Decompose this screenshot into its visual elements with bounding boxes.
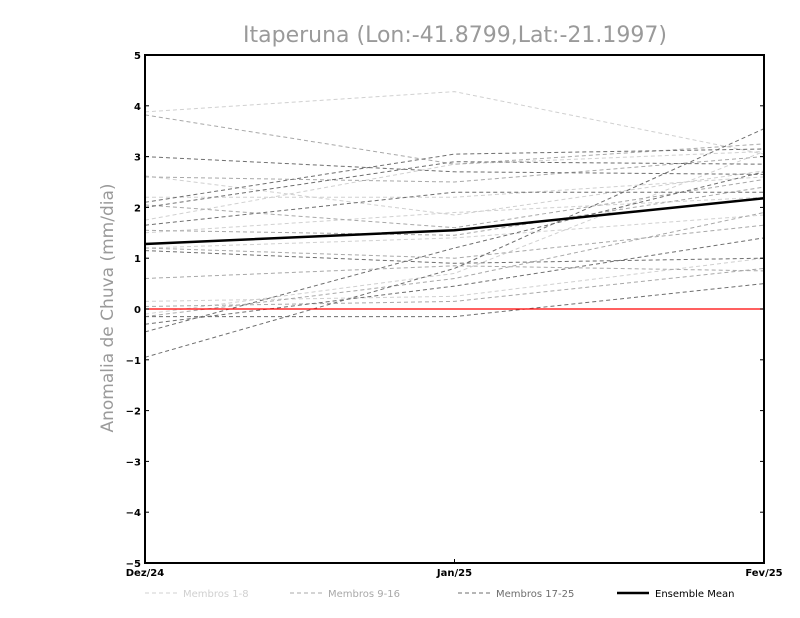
series-line-group2-member5 (144, 265, 765, 279)
y-tick-label: 2 (134, 203, 141, 214)
series-line-group3-member1 (144, 156, 765, 175)
series-line-group2-member6 (144, 212, 765, 318)
series-line-group1-member6 (144, 257, 765, 302)
series-line-group3-member9 (144, 161, 765, 208)
series-line-group3-member4 (144, 250, 765, 264)
series-line-group2-member3 (144, 186, 765, 236)
series-line-group1-member2 (144, 170, 765, 216)
legend-label: Membros 17-25 (496, 589, 574, 600)
y-tick-label: −4 (126, 508, 141, 519)
y-tick-label: −3 (126, 457, 141, 468)
series-line-group2-member4 (144, 224, 765, 259)
chart-title: Itaperuna (Lon:-41.8799,Lat:-21.1997) (243, 23, 667, 48)
series-line-group2-member2 (144, 156, 765, 183)
y-tick-label: 1 (134, 254, 141, 265)
x-tick-label: Fev/25 (745, 568, 782, 579)
series-line-group3-member6 (144, 128, 765, 358)
y-tick-label: 0 (134, 305, 141, 316)
series-line-group1-member5 (144, 151, 765, 221)
y-axis-ticks: 5 4 3 2 1 0 −1 −2 −3 −4 −5 (126, 51, 764, 570)
legend-label: Ensemble Mean (655, 589, 734, 600)
y-tick-label: −2 (126, 407, 141, 418)
y-axis-label: Anomalia de Chuva (mm/dia) (98, 183, 118, 432)
series-line-group4-member1 (144, 197, 765, 246)
series-line-group2-member7 (144, 267, 765, 307)
y-tick-label: −1 (126, 356, 141, 367)
series-line-group1-member7 (144, 151, 765, 315)
x-tick-label: Jan/25 (436, 568, 472, 579)
x-tick-label: Dez/24 (126, 568, 165, 579)
y-tick-label: 4 (134, 102, 141, 113)
x-axis-ticks: Dez/24 Jan/25 Fev/25 (126, 559, 783, 579)
series-line-group1-member1 (144, 91, 765, 155)
series-line-group1-member8 (144, 214, 765, 249)
legend-label: Membros 9-16 (328, 589, 400, 600)
series-line-group3-member2 (144, 148, 765, 203)
series-line-group2-member8 (144, 179, 765, 229)
series-line-group1-member4 (144, 196, 765, 234)
series-line-group2-member1 (144, 114, 765, 165)
series-line-group3-member8 (145, 283, 765, 318)
series-line-group3-member3 (144, 191, 764, 226)
y-tick-label: −5 (126, 559, 141, 570)
series-line-group1-member3 (145, 176, 765, 198)
legend-label: Membros 1-8 (183, 589, 249, 600)
series-line-group3-member5 (144, 171, 765, 333)
series-layer (144, 91, 765, 358)
y-tick-label: 3 (134, 153, 141, 164)
legend: Membros 1-8 Membros 9-16 Membros 17-25 Ense… (145, 589, 734, 600)
series-line-group3-member7 (144, 237, 765, 325)
y-tick-label: 5 (134, 51, 141, 62)
